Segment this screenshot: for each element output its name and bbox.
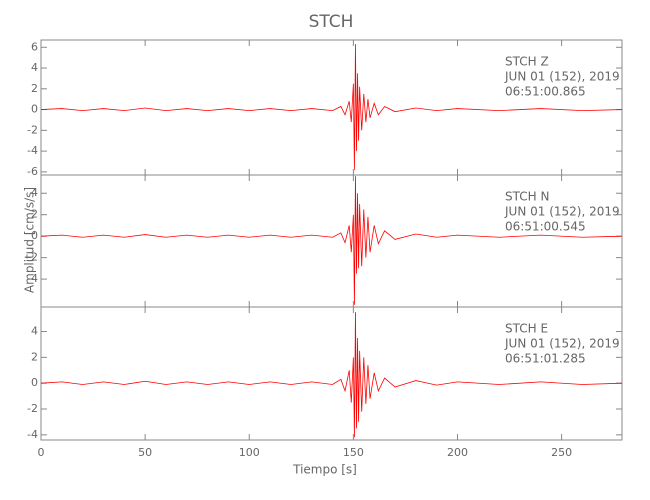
y-tick-label: 4 <box>31 61 38 74</box>
x-tick-label: 50 <box>138 446 152 459</box>
y-tick-label: -6 <box>27 165 38 178</box>
y-tick-label: 2 <box>31 350 38 363</box>
y-tick-label: 6 <box>31 40 38 53</box>
y-tick-label: -4 <box>27 428 38 441</box>
x-tick-label: 0 <box>38 446 45 459</box>
y-tick-label: 0 <box>31 229 38 242</box>
panel-annotation: STCH E <box>505 322 548 336</box>
x-tick-label: 200 <box>447 446 468 459</box>
y-tick-label: -2 <box>27 123 38 136</box>
y-tick-label: 4 <box>31 325 38 338</box>
panel-annotation: 06:51:00.545 <box>505 220 586 234</box>
panel-annotation: JUN 01 (152), 2019 <box>504 205 620 219</box>
y-tick-label: 0 <box>31 103 38 116</box>
y-tick-label: -2 <box>27 402 38 415</box>
y-tick-label: 2 <box>31 208 38 221</box>
panel-annotation: STCH N <box>505 190 549 204</box>
y-tick-label: -2 <box>27 251 38 264</box>
panel-annotation: JUN 01 (152), 2019 <box>504 70 620 84</box>
panel-annotation: 06:51:01.285 <box>505 352 586 366</box>
panel-annotation: JUN 01 (152), 2019 <box>504 337 620 351</box>
y-tick-label: 4 <box>31 186 38 199</box>
panel-annotation: 06:51:00.865 <box>505 85 586 99</box>
y-tick-label: 0 <box>31 376 38 389</box>
x-axis-label: Tiempo [s] <box>292 463 357 477</box>
waveform <box>40 176 623 305</box>
panel-frame <box>40 306 623 441</box>
waveform <box>40 44 623 170</box>
y-tick-label: -4 <box>27 144 38 157</box>
x-tick-label: 100 <box>239 446 260 459</box>
y-tick-label: -4 <box>27 272 38 285</box>
waveform <box>40 312 623 438</box>
y-axis-label: Amplitud [cm/s/s] <box>23 187 37 293</box>
chart-title: STCH <box>309 12 354 32</box>
y-tick-label: 2 <box>31 82 38 95</box>
panel-annotation: STCH Z <box>505 55 549 69</box>
x-tick-label: 150 <box>343 446 364 459</box>
x-tick-label: 250 <box>551 446 572 459</box>
